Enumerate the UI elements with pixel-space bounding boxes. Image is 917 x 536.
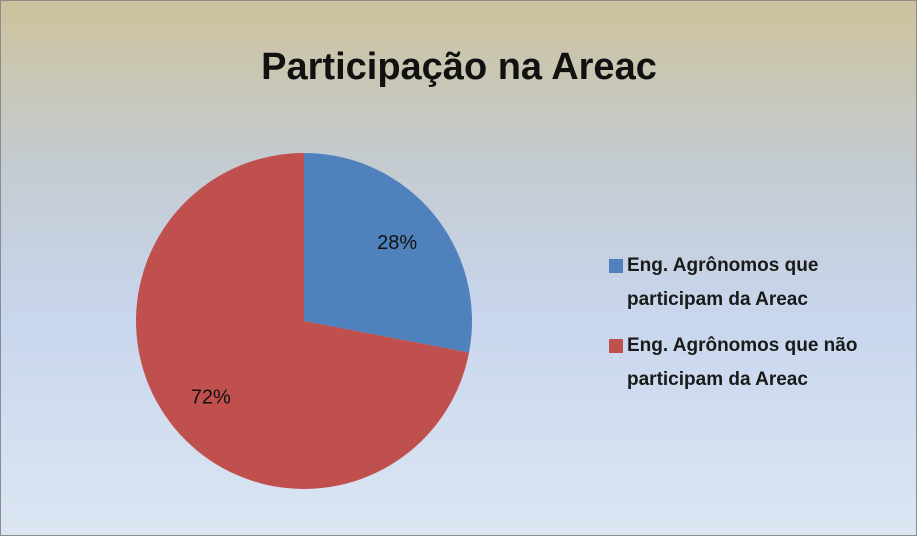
data-label: 72% bbox=[191, 386, 231, 408]
legend-swatch bbox=[609, 339, 623, 353]
pie-slice bbox=[304, 153, 472, 353]
legend-entry: Eng. Agrônomos que não participam da Are… bbox=[609, 329, 879, 397]
pie-slice bbox=[136, 153, 470, 490]
legend-label: Eng. Agrônomos que não participam da Are… bbox=[627, 335, 858, 390]
data-label: 28% bbox=[377, 232, 417, 254]
legend-entry: Eng. Agrônomos que participam da Areac bbox=[609, 249, 879, 317]
legend-label: Eng. Agrônomos que participam da Areac bbox=[627, 255, 819, 310]
chart-title: Participação na Areac bbox=[261, 46, 657, 88]
legend-swatch bbox=[609, 259, 623, 273]
